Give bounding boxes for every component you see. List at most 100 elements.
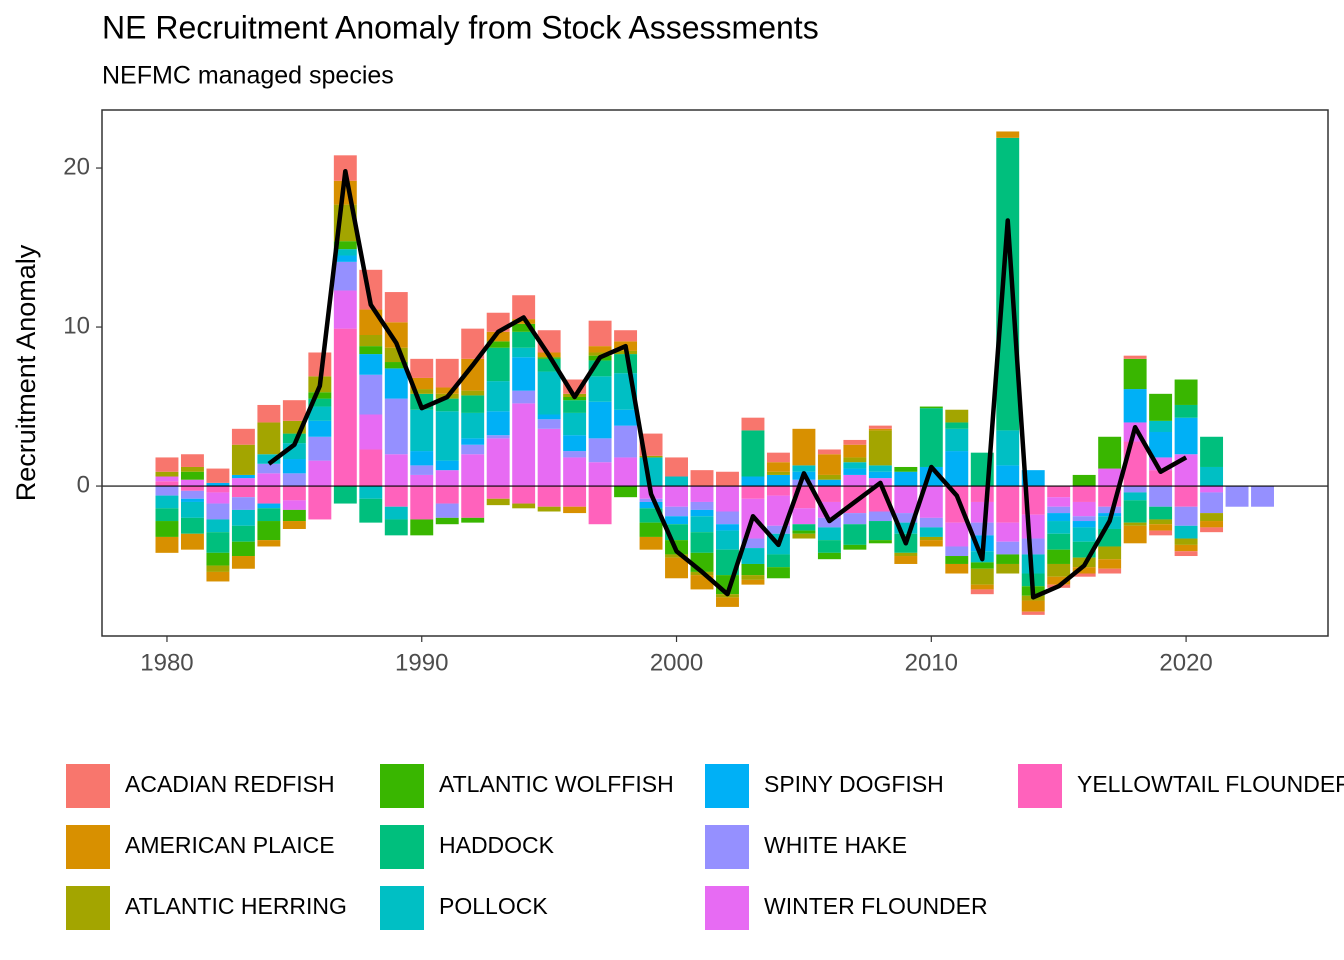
- bar-segment: [282, 521, 306, 529]
- bar-segment: [996, 137, 1020, 431]
- x-tick-label: 2020: [1159, 649, 1212, 676]
- bar-segment: [180, 486, 204, 491]
- legend-label: ACADIAN REDFISH: [125, 771, 335, 797]
- bar-segment: [1123, 500, 1147, 523]
- bar-segment: [1174, 417, 1198, 455]
- bar-segment: [716, 597, 739, 607]
- bar-segment: [563, 506, 587, 514]
- bar-segment: [333, 255, 357, 262]
- bar-segment: [996, 554, 1020, 564]
- bar-segment: [257, 540, 281, 547]
- bar-segment: [919, 408, 943, 467]
- bar-segment: [843, 474, 867, 487]
- bar-segment: [384, 322, 408, 348]
- bar-segment: [1021, 514, 1045, 539]
- bar-segment: [333, 155, 357, 181]
- bar-segment: [512, 323, 536, 332]
- bar-segment: [537, 506, 561, 512]
- bar-segment: [792, 479, 816, 487]
- bar-segment: [741, 430, 765, 477]
- bar-segment: [1149, 470, 1173, 487]
- bar-segment: [1149, 420, 1173, 432]
- bar-segment: [588, 438, 612, 463]
- bar-segment: [461, 395, 485, 413]
- legend-key: [66, 764, 110, 808]
- bar-segment: [690, 509, 714, 517]
- bar-segment: [665, 506, 688, 517]
- bar-segment: [766, 495, 790, 526]
- bar-segment: [996, 430, 1020, 466]
- bar-segment: [792, 428, 816, 466]
- bar-segment: [1149, 506, 1173, 520]
- bar-segment: [716, 530, 739, 550]
- bar-segment: [817, 552, 841, 560]
- chart-subtitle: NEFMC managed species: [102, 62, 394, 90]
- bar-segment: [1174, 544, 1198, 552]
- bar-segment: [1072, 516, 1096, 522]
- bar-segment: [1072, 486, 1096, 502]
- bar-segment: [206, 492, 230, 504]
- bar-segment: [665, 557, 688, 579]
- bar-segment: [486, 331, 510, 342]
- bar-segment: [639, 522, 663, 537]
- bar-segment: [1200, 513, 1224, 522]
- bar-segment: [537, 486, 561, 507]
- bar-segment: [817, 449, 841, 455]
- bar-segment: [843, 513, 867, 525]
- bar-segment: [563, 486, 587, 507]
- bar-segment: [1047, 513, 1071, 522]
- bar-segment: [384, 292, 408, 323]
- bar-segment: [1072, 501, 1096, 517]
- bar-segment: [435, 358, 459, 388]
- bar-segment: [180, 498, 204, 502]
- bar-segment: [359, 498, 383, 523]
- bar-segment: [1123, 486, 1147, 493]
- bar-segment: [537, 428, 561, 487]
- bar-segment: [486, 498, 510, 506]
- bar-segment: [614, 330, 638, 342]
- legend-key: [705, 886, 749, 930]
- bar-segment: [766, 525, 790, 534]
- bar-segment: [1098, 568, 1122, 574]
- bar-segment: [1123, 389, 1147, 423]
- bar-segment: [1072, 527, 1096, 542]
- bar-segment: [1021, 600, 1045, 612]
- bar-segment: [1072, 573, 1096, 577]
- bar-segment: [359, 486, 383, 499]
- chart-title: NE Recruitment Anomaly from Stock Assess…: [102, 9, 819, 45]
- bar-segment: [766, 452, 790, 463]
- bar-segment: [996, 486, 1020, 523]
- bar-segment: [716, 511, 739, 525]
- bar-segment: [563, 451, 587, 458]
- bar-segment: [945, 451, 969, 487]
- bar-segment: [1098, 468, 1122, 487]
- bar-segment: [308, 460, 332, 487]
- bar-segment: [512, 390, 536, 404]
- bar-segment: [359, 449, 383, 487]
- bar-segment: [384, 486, 408, 507]
- bar-segment: [716, 524, 739, 531]
- bar-segment: [308, 398, 332, 407]
- bar-segment: [563, 412, 587, 436]
- bar-segment: [180, 466, 204, 472]
- legend-key: [66, 886, 110, 930]
- bar-segment: [206, 532, 230, 553]
- bar-segment: [868, 428, 892, 431]
- bar-segment: [1149, 519, 1173, 525]
- bar-segment: [817, 527, 841, 541]
- bar-segment: [231, 444, 255, 475]
- bar-segment: [614, 409, 638, 426]
- bar-segment: [614, 425, 638, 458]
- bar-segment: [588, 486, 612, 525]
- bar-segment: [1174, 506, 1198, 526]
- bar-segment: [180, 517, 204, 534]
- bar-segment: [282, 400, 306, 421]
- bar-segment: [996, 465, 1020, 487]
- bar-segment: [282, 509, 306, 522]
- legend-label: ATLANTIC HERRING: [125, 893, 347, 919]
- bar-segment: [333, 486, 357, 504]
- bar-segment: [206, 552, 230, 566]
- bar-segment: [435, 486, 459, 504]
- bar-segment: [231, 556, 255, 569]
- bar-segment: [282, 459, 306, 474]
